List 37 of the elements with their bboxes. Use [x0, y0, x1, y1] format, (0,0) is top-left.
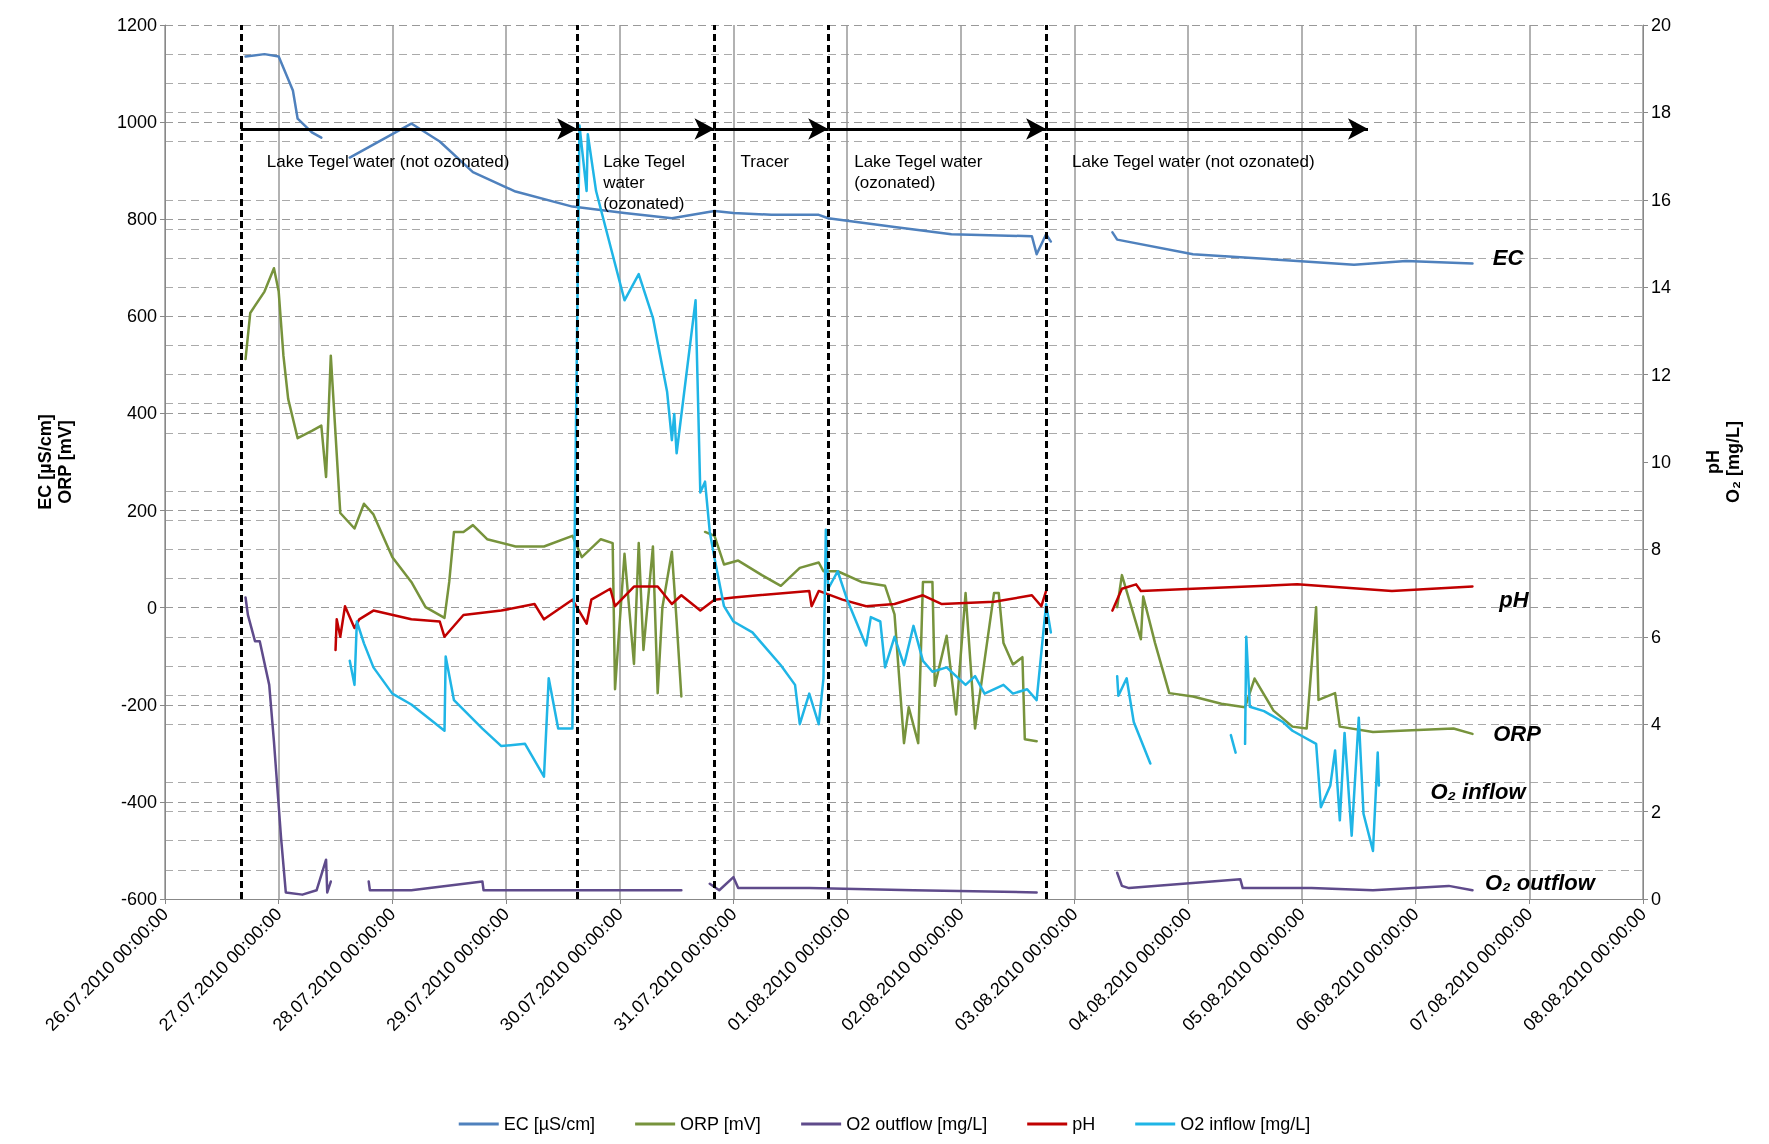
y-tick-label: 1000 [116, 112, 157, 133]
annotation: O₂ inflow [1430, 778, 1528, 804]
legend-label: ORP [mV] [680, 1114, 761, 1134]
y-tick-label: 200 [126, 500, 157, 521]
y2-tick-label: 4 [1651, 714, 1662, 735]
annotation: pH [1498, 586, 1530, 612]
y-tick-label: -200 [120, 694, 157, 715]
y-tick-label: 400 [126, 403, 157, 424]
y-axis-title: EC [µS/cm] ORP [mV] [35, 414, 75, 510]
y2-tick-label: 2 [1651, 801, 1662, 822]
y2-tick-label: 18 [1651, 102, 1672, 123]
annotation: EC [1492, 244, 1525, 270]
y2-tick-label: 6 [1651, 626, 1662, 647]
legend-label: pH [1072, 1114, 1096, 1134]
y2-tick-label: 8 [1651, 539, 1662, 560]
legend-label: O2 inflow [mg/L] [1180, 1114, 1311, 1134]
annotation: ORP [1493, 720, 1542, 746]
y-tick-label: -600 [120, 889, 157, 909]
annotation: Lake Tegel water (ozonated) [854, 152, 988, 192]
y-tick-label: 600 [126, 306, 157, 327]
y2-axis-title: pH O₂ [mg/L] [1703, 421, 1743, 503]
annotation: Lake Tegel water (not ozonated) [1072, 152, 1315, 171]
legend-label: O2 outflow [mg/L] [846, 1114, 988, 1134]
y-tick-label: 800 [126, 209, 157, 230]
y2-tick-label: 14 [1651, 277, 1672, 298]
legend-label: EC [µS/cm] [503, 1114, 596, 1134]
annotation: Lake Tegel water (ozonated) [602, 152, 690, 213]
y2-tick-label: 10 [1651, 452, 1672, 472]
y-tick-label: -400 [120, 791, 157, 812]
annotation: O₂ outflow [1485, 869, 1597, 895]
y2-tick-label: 0 [1651, 889, 1662, 909]
y2-tick-label: 20 [1651, 15, 1672, 35]
annotation: Tracer [740, 152, 790, 171]
y2-tick-label: 12 [1651, 364, 1672, 385]
y-tick-label: 0 [146, 597, 157, 618]
y-tick-label: 1200 [116, 15, 157, 35]
y2-tick-label: 16 [1651, 189, 1672, 210]
